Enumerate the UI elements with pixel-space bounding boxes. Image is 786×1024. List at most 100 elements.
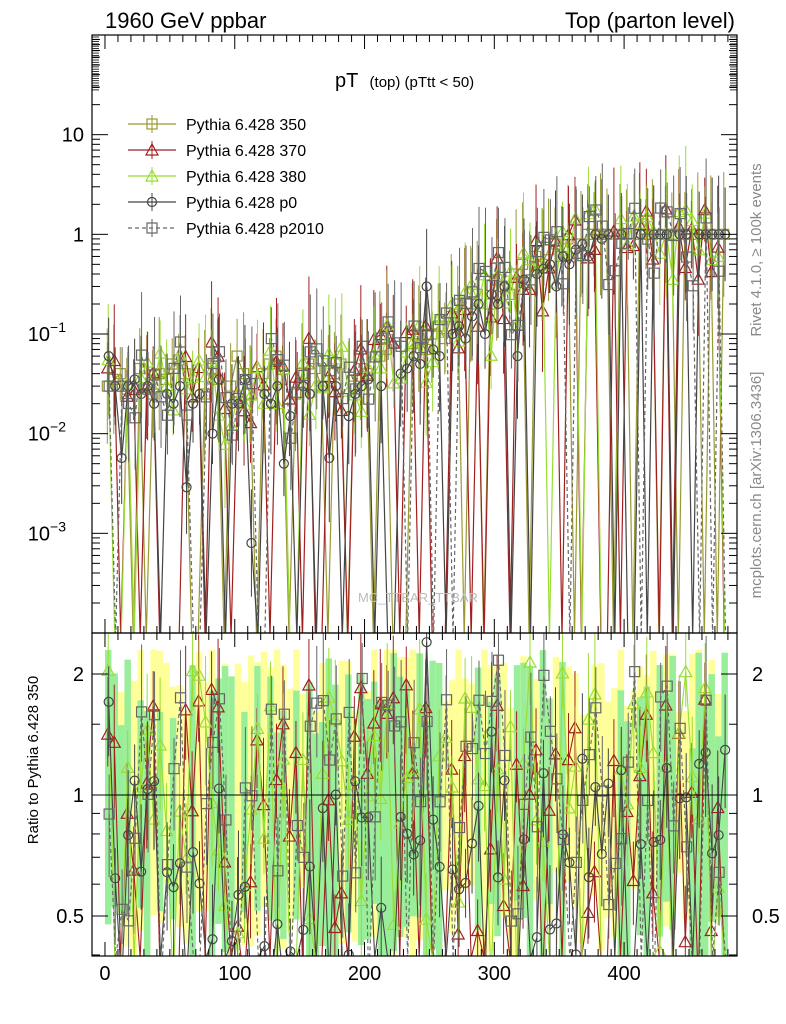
- ratio-marker: [376, 902, 387, 913]
- ratio-marker: [616, 833, 628, 845]
- ratio-marker: [330, 713, 342, 725]
- ratio-band-yellow: [234, 663, 242, 909]
- x-tick-label: 400: [607, 963, 640, 985]
- ratio-marker: [376, 696, 388, 709]
- y-tick-exponent: −1: [50, 319, 66, 335]
- header-left: 1960 GeV ppbar: [105, 8, 266, 33]
- ratio-marker: [505, 915, 518, 927]
- watermark: MC_TTBAR_TTBAR: [358, 590, 478, 605]
- ratio-marker: [389, 720, 401, 732]
- data-marker: [538, 231, 550, 243]
- data-marker: [386, 375, 401, 389]
- data-marker: [376, 332, 388, 344]
- ratio-band-green: [267, 676, 274, 921]
- data-marker: [198, 369, 213, 383]
- data-marker: [207, 357, 219, 370]
- data-marker: [291, 386, 303, 398]
- ratio-marker: [678, 934, 693, 948]
- data-marker: [142, 383, 154, 395]
- ratio-band-green: [117, 725, 125, 913]
- data-marker: [460, 297, 472, 309]
- data-marker: [661, 206, 673, 218]
- data-marker: [402, 363, 413, 374]
- ratio-band-yellow: [507, 708, 514, 956]
- ratio-marker: [226, 936, 238, 947]
- y-tick-exponent: −2: [50, 419, 66, 435]
- legend-label: Pythia 6.428 380: [186, 169, 306, 186]
- ratio-marker: [399, 770, 414, 784]
- ratio-band-yellow: [163, 662, 170, 884]
- ratio-marker: [492, 654, 505, 666]
- data-marker: [153, 345, 168, 359]
- ratio-marker: [213, 693, 226, 705]
- ratio-band-yellow: [578, 714, 586, 944]
- data-marker: [304, 346, 316, 358]
- chart-title-main: pT: [335, 70, 358, 92]
- data-marker: [311, 343, 323, 355]
- data-marker: [179, 381, 194, 395]
- ratio-band-green: [104, 649, 112, 925]
- ratio-marker: [341, 812, 356, 825]
- y-tick-label: 10: [62, 125, 84, 147]
- ratio-marker: [460, 877, 471, 889]
- ratio-marker: [685, 769, 700, 783]
- data-marker: [389, 337, 401, 349]
- ratio-band-green: [228, 676, 235, 930]
- ratio-band-green: [371, 681, 378, 904]
- legend-label: Pythia 6.428 p0: [186, 195, 297, 212]
- data-marker: [512, 319, 524, 331]
- ratio-marker: [538, 669, 550, 681]
- data-marker: [609, 265, 621, 277]
- series-line: [108, 207, 727, 633]
- data-marker: [620, 237, 635, 251]
- ratio-band-green: [156, 712, 164, 912]
- data-marker: [434, 313, 446, 326]
- data-marker: [298, 369, 310, 382]
- ratio-y-tick-label: 1: [73, 785, 84, 807]
- ratio-band-green: [416, 653, 423, 918]
- data-marker: [343, 361, 355, 373]
- y-tick-label: 10−3: [28, 518, 66, 545]
- data-marker: [596, 220, 608, 232]
- ratio-series-3: [103, 633, 731, 956]
- ratio-band-green: [273, 732, 281, 921]
- data-marker: [668, 229, 680, 242]
- mcplots-label: mcplots.cern.ch [arXiv:1306.3436]: [748, 372, 765, 599]
- data-marker: [356, 381, 367, 392]
- series-line: [107, 208, 725, 633]
- ratio-marker: [470, 923, 485, 937]
- data-marker: [648, 267, 660, 279]
- x-tick-label: 200: [348, 963, 381, 985]
- ratio-series-4: [103, 633, 726, 956]
- ratio-marker: [406, 762, 421, 776]
- data-marker: [564, 259, 575, 270]
- data-marker: [369, 351, 381, 363]
- rivet-label: Rivet 4.1.0, ≥ 100k events: [748, 163, 765, 336]
- ratio-band-green: [312, 733, 320, 956]
- data-marker: [408, 320, 420, 332]
- data-marker: [324, 365, 336, 377]
- ratio-marker: [561, 800, 576, 814]
- data-marker: [414, 342, 427, 354]
- ratio-marker: [580, 905, 595, 919]
- data-marker: [583, 210, 595, 223]
- ratio-band-green: [487, 701, 495, 904]
- legend-marker: [144, 142, 160, 156]
- x-tick-label: 300: [478, 963, 511, 985]
- data-marker: [522, 252, 538, 266]
- data-marker: [265, 398, 276, 409]
- ratio-marker: [116, 903, 128, 915]
- ratio-marker: [590, 702, 602, 714]
- data-marker: [681, 251, 693, 263]
- ratio-marker: [334, 753, 349, 767]
- data-marker: [205, 354, 220, 368]
- ratio-marker: [486, 695, 498, 708]
- data-marker: [466, 286, 479, 298]
- ratio-y-tick-label: 2: [73, 664, 84, 686]
- ratio-marker: [419, 911, 434, 925]
- data-marker: [337, 392, 349, 405]
- legend-marker: [146, 196, 158, 208]
- legend-marker: [144, 168, 160, 182]
- data-marker: [233, 392, 245, 405]
